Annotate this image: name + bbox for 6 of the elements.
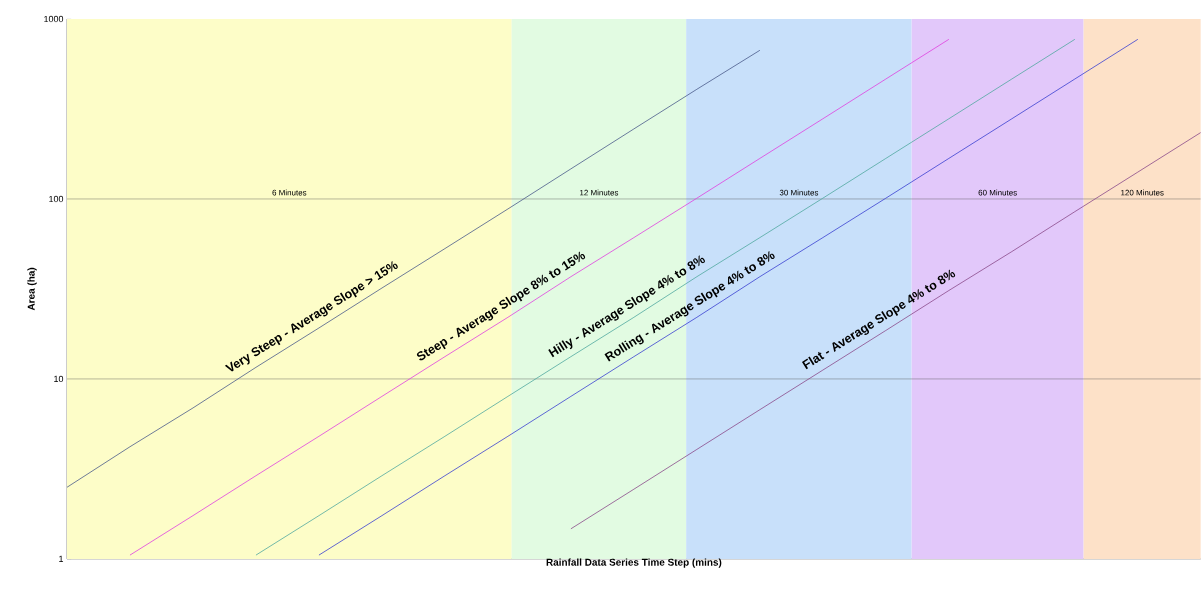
y-tick-label: 10: [54, 375, 64, 383]
x-axis-title: Rainfall Data Series Time Step (mins): [546, 558, 722, 568]
y-tick-label: 1: [59, 555, 64, 563]
y-tick-label: 1000: [44, 15, 64, 23]
y-axis-title: Area (ha): [27, 267, 37, 311]
y-tick-label: 100: [49, 195, 64, 203]
